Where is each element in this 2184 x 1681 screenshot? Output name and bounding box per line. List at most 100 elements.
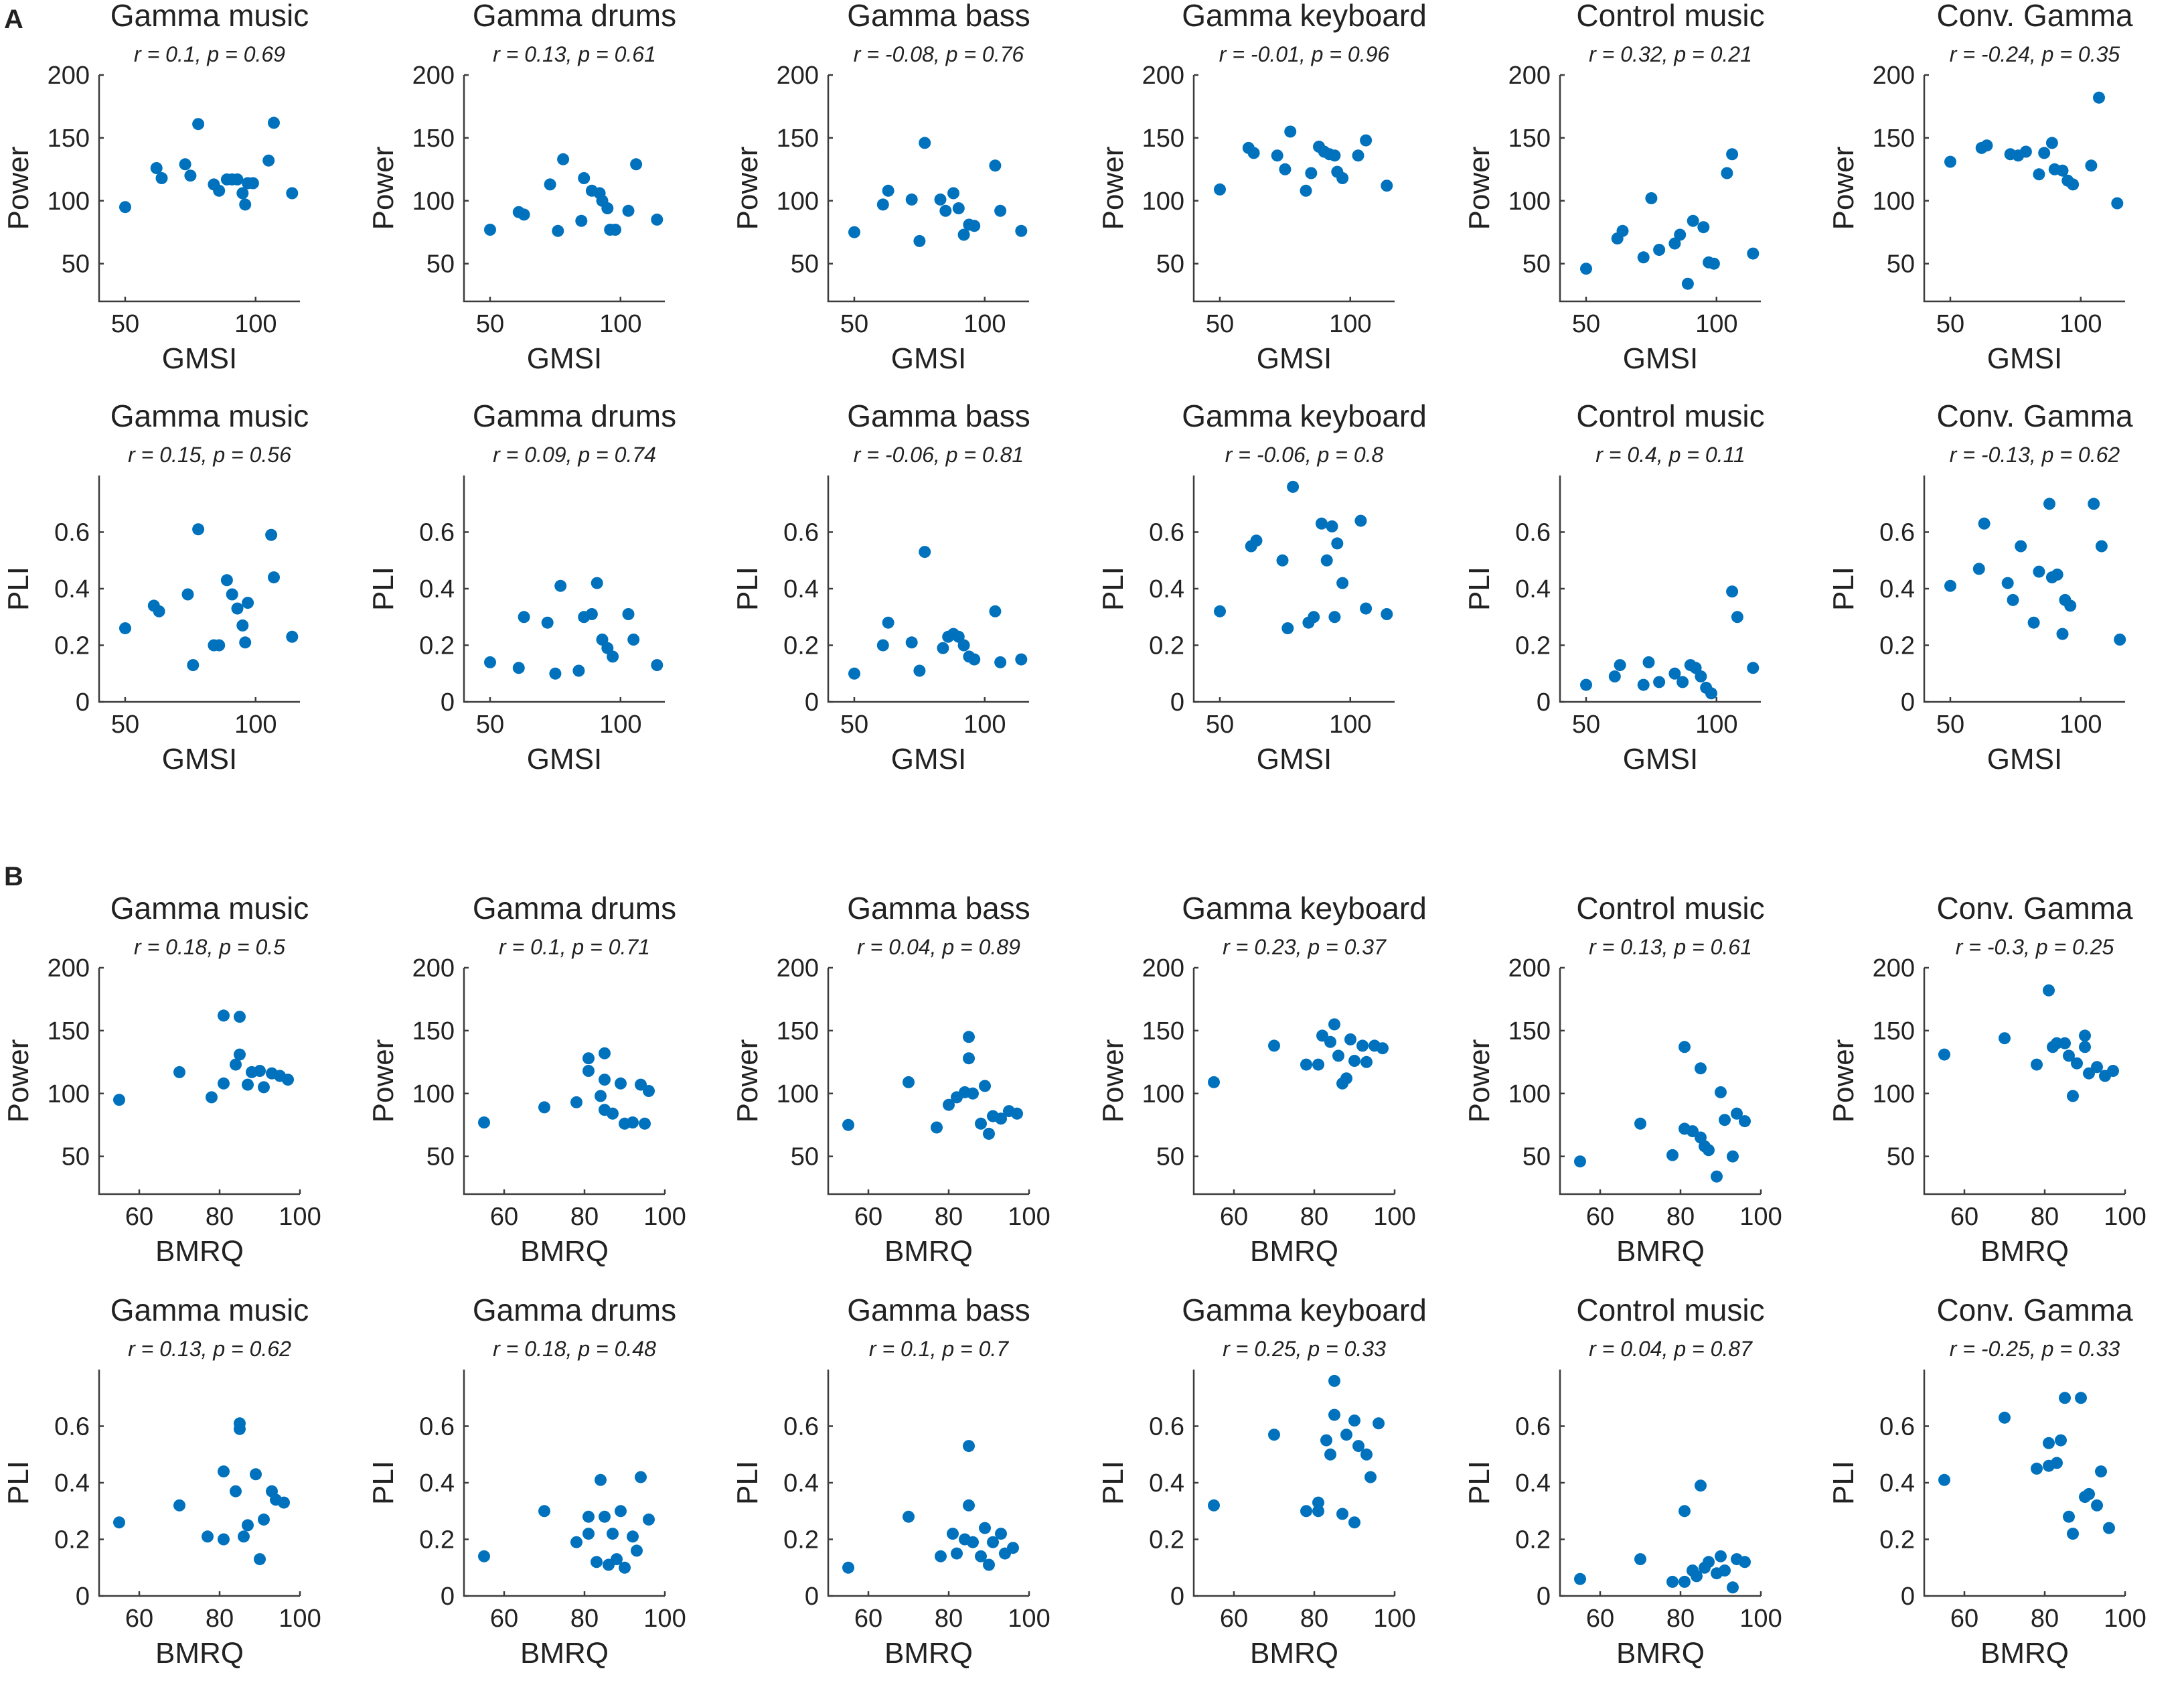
data-point — [1312, 1058, 1324, 1071]
data-point — [607, 650, 619, 663]
x-tick-label: 50 — [111, 711, 139, 739]
data-point — [1679, 1575, 1691, 1588]
data-point — [2031, 1058, 2043, 1071]
y-tick-label: 100 — [1142, 188, 1184, 216]
x-tick-label: 50 — [476, 711, 504, 739]
data-point — [1348, 1414, 1360, 1427]
data-point — [1377, 1042, 1389, 1055]
scatter-panel-a12: Conv. Gamma r = -0.13, p = 0.62 0 0.2 0.4 0.6… — [1827, 398, 2133, 776]
data-point — [1015, 224, 1028, 237]
data-point — [2043, 984, 2055, 997]
y-tick-label: 50 — [1523, 250, 1551, 279]
data-point — [995, 1112, 1007, 1125]
data-point — [1574, 1155, 1586, 1168]
x-axis-label: BMRQ — [520, 1235, 609, 1268]
data-point — [119, 201, 131, 214]
x-axis-label: BMRQ — [1616, 1637, 1705, 1670]
data-point — [609, 224, 621, 236]
scatter-panel-b7: Gamma music r = 0.13, p = 0.62 0 0.2 0.4 0.6 6… — [2, 1293, 321, 1670]
panel-title: Gamma bass — [847, 398, 1030, 433]
data-point — [995, 1528, 1007, 1540]
data-point — [2095, 540, 2108, 553]
x-tick-label: 100 — [1008, 1605, 1050, 1633]
data-point — [848, 226, 860, 238]
panel-title: Conv. Gamma — [1936, 891, 2133, 926]
x-tick-label: 100 — [963, 711, 1006, 739]
data-point — [1999, 1411, 2011, 1424]
y-tick-label: 0.6 — [783, 1413, 819, 1441]
data-point — [935, 1550, 947, 1562]
data-point — [905, 636, 918, 649]
data-point — [989, 605, 1002, 617]
data-point — [1331, 537, 1344, 550]
data-point — [1268, 1039, 1280, 1052]
data-point — [919, 546, 931, 559]
y-tick-label: 0.6 — [1879, 519, 1915, 547]
data-point — [2043, 1437, 2055, 1449]
x-tick-label: 100 — [599, 711, 641, 739]
data-point — [599, 1074, 611, 1086]
data-point — [242, 1078, 254, 1091]
x-axis-label: BMRQ — [1250, 1235, 1338, 1268]
data-point — [951, 1547, 963, 1560]
panel-title: Gamma keyboard — [1182, 891, 1427, 926]
x-tick-label: 100 — [2104, 1203, 2146, 1231]
axes-frame — [1923, 75, 2125, 303]
data-point — [2055, 1434, 2067, 1447]
data-point — [1726, 585, 1739, 598]
data-point — [1653, 244, 1666, 256]
panel-stat: r = 0.04, p = 0.89 — [857, 935, 1020, 959]
x-tick-label: 50 — [840, 310, 868, 338]
data-point — [1731, 611, 1743, 624]
scatter-panel-a7: Gamma music r = 0.15, p = 0.56 0 0.2 0.4 0.6 5… — [2, 398, 309, 776]
data-point — [2083, 1487, 2095, 1500]
axes-frame — [463, 75, 665, 303]
data-point — [246, 177, 259, 190]
data-point — [282, 1074, 294, 1086]
x-tick-label: 60 — [1586, 1605, 1614, 1633]
y-axis-label: Power — [1097, 147, 1129, 230]
data-point — [947, 1528, 959, 1540]
x-tick-label: 100 — [279, 1605, 321, 1633]
panel-title: Control music — [1576, 0, 1764, 33]
y-tick-label: 0.4 — [783, 575, 819, 603]
data-point — [615, 1505, 627, 1518]
scatter-panel-a2: Gamma drums r = 0.13, p = 0.61 50 100 150 200… — [367, 0, 676, 375]
x-tick-label: 50 — [840, 711, 868, 739]
data-point — [622, 204, 635, 217]
y-tick-label: 100 — [1873, 1080, 1915, 1108]
panel-title: Control music — [1576, 1293, 1764, 1327]
y-tick-label: 150 — [48, 125, 90, 153]
panel-title: Gamma bass — [847, 1293, 1030, 1327]
data-point — [1271, 149, 1283, 162]
data-point — [1747, 247, 1760, 260]
x-axis-label: GMSI — [527, 743, 602, 776]
y-tick-label: 200 — [48, 62, 90, 90]
y-tick-label: 0.4 — [1149, 575, 1184, 603]
data-point — [611, 1553, 623, 1566]
data-point — [987, 1536, 999, 1548]
data-point — [1707, 257, 1720, 270]
y-axis-label: PLI — [1097, 567, 1129, 611]
data-point — [1328, 1018, 1340, 1031]
y-tick-label: 150 — [48, 1017, 90, 1045]
y-tick-label: 50 — [1156, 1143, 1184, 1171]
y-tick-label: 0.6 — [54, 519, 90, 547]
data-point — [983, 1127, 995, 1140]
data-point — [1276, 554, 1289, 567]
data-point — [1336, 172, 1349, 184]
y-tick-label: 0.6 — [419, 519, 455, 547]
data-point — [1691, 1570, 1703, 1583]
y-axis-label: PLI — [731, 567, 764, 611]
data-point — [591, 577, 603, 589]
x-tick-label: 60 — [125, 1605, 153, 1633]
data-point — [2015, 540, 2027, 553]
data-point — [2043, 498, 2055, 510]
y-tick-label: 150 — [1873, 125, 1915, 153]
data-point — [651, 659, 664, 672]
data-point — [595, 1090, 607, 1102]
data-point — [937, 642, 949, 654]
data-point — [975, 1550, 987, 1562]
x-tick-label: 100 — [234, 310, 277, 338]
data-point — [994, 656, 1007, 668]
